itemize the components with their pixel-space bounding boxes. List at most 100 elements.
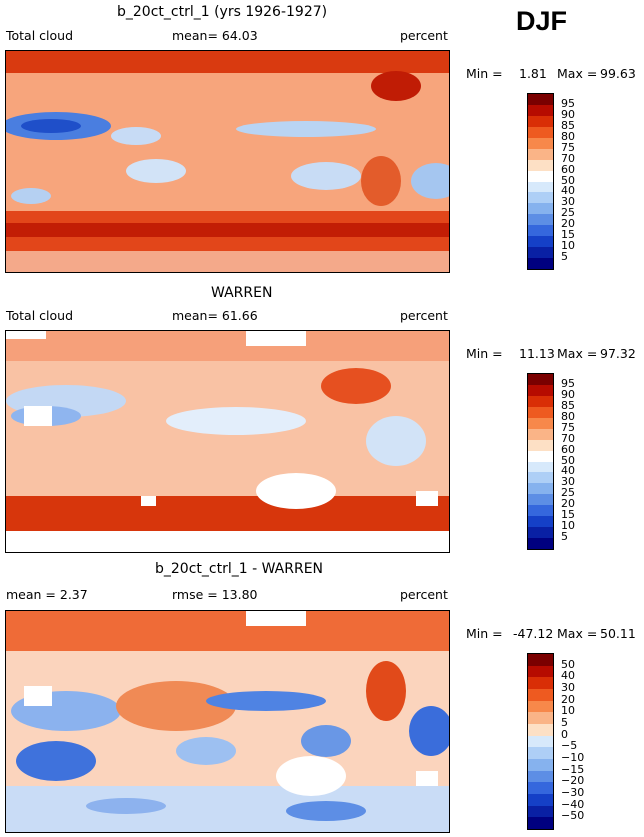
colorbar-tick-label: −40 (561, 797, 585, 811)
colorbar-tick-label: −15 (561, 762, 585, 776)
colorbar-tick-label: 0 (561, 727, 568, 741)
colorbar-tick-label: 75 (561, 420, 575, 434)
colorbar-segment (528, 782, 553, 794)
colorbar-segment (528, 258, 553, 269)
variable-label: Total cloud (6, 28, 74, 43)
colorbar-tick-label: 40 (561, 669, 575, 683)
difference-map (5, 610, 450, 833)
mean-label: mean= 61.66 (172, 308, 258, 323)
colorbar-tick-label: 20 (561, 497, 575, 511)
min-value: 11.13 (519, 346, 555, 361)
global-cloud-map (5, 50, 450, 273)
colorbar-segment (528, 805, 553, 818)
colorbar-segment (528, 203, 553, 215)
colorbar-tick-label: 15 (561, 228, 575, 242)
colorbar-segment (528, 735, 553, 748)
colorbar-segment (528, 170, 553, 182)
colorbar (527, 93, 554, 270)
colorbar-segment (528, 417, 553, 429)
panel-title: b_20ct_ctrl_1 (yrs 1926-1927) (117, 4, 328, 20)
colorbar-segment (528, 94, 553, 105)
colorbar-tick-label: −20 (561, 774, 585, 788)
colorbar-tick-label: −5 (561, 739, 578, 753)
colorbar-segment (528, 527, 553, 539)
units-label: percent (400, 308, 448, 323)
colorbar-segment (528, 483, 553, 495)
colorbar-tick-label: 40 (561, 184, 575, 198)
colorbar-segment (528, 148, 553, 160)
colorbar-tick-label: 10 (561, 519, 575, 533)
colorbar-tick-label: 85 (561, 398, 575, 412)
colorbar-tick-label: 50 (561, 453, 575, 467)
min-label: Min = (466, 626, 503, 641)
colorbar-segment (528, 236, 553, 248)
min-value: -47.12 (513, 626, 554, 641)
variable-label: Total cloud (6, 308, 74, 323)
max-value: 50.11 (600, 626, 636, 641)
colorbar-tick-label: 25 (561, 486, 575, 500)
colorbar-segment (528, 793, 553, 806)
colorbar-tick-label: −30 (561, 786, 585, 799)
mean-label: mean = 2.37 (6, 587, 88, 602)
units-label: percent (400, 587, 448, 602)
colorbar-tick-label: −50 (561, 809, 585, 823)
colorbar-tick-label: 30 (561, 195, 575, 209)
colorbar-tick-label: 70 (561, 431, 575, 445)
colorbar-segment (528, 516, 553, 528)
colorbar-tick-label: 30 (561, 475, 575, 489)
colorbar-tick-label: 40 (561, 464, 575, 478)
colorbar-segment (528, 665, 553, 678)
colorbar-segment (528, 126, 553, 138)
colorbar-segment (528, 214, 553, 226)
colorbar-segment (528, 700, 553, 713)
mean-label: mean= 64.03 (172, 28, 258, 43)
colorbar-segment (528, 159, 553, 171)
colorbar-tick-label: 60 (561, 442, 575, 456)
rmse-label: rmse = 13.80 (172, 587, 258, 602)
colorbar-tick-label: 95 (561, 96, 575, 110)
colorbar-segment (528, 747, 553, 759)
colorbar-tick-label: 75 (561, 140, 575, 154)
colorbar-tick-label: −10 (561, 751, 585, 764)
colorbar-tick-label: 5 (561, 530, 568, 544)
colorbar-tick-label: 5 (561, 250, 568, 264)
colorbar-segment (528, 374, 553, 385)
colorbar-segment (528, 817, 553, 829)
colorbar-tick-label: 60 (561, 162, 575, 176)
colorbar-tick-label: 80 (561, 409, 575, 423)
colorbar-tick-label: 80 (561, 129, 575, 143)
colorbar-tick-label: 15 (561, 508, 575, 522)
colorbar (527, 373, 554, 550)
colorbar-segment (528, 538, 553, 549)
colorbar-segment (528, 395, 553, 407)
colorbar-segment (528, 247, 553, 259)
map-field (6, 611, 449, 832)
max-value: 99.63 (600, 66, 636, 81)
colorbar-segment (528, 472, 553, 484)
global-cloud-map (5, 330, 450, 553)
colorbar-tick-label: 20 (561, 692, 575, 706)
colorbar-tick-label: 95 (561, 376, 575, 390)
colorbar-segment (528, 225, 553, 237)
panel-title: b_20ct_ctrl_1 - WARREN (155, 561, 324, 577)
colorbar-tick-label: 10 (561, 704, 575, 718)
colorbar-segment (528, 461, 553, 473)
colorbar-segment (528, 770, 553, 783)
colorbar-segment (528, 450, 553, 462)
colorbar-segment (528, 406, 553, 418)
min-value: 1.81 (519, 66, 547, 81)
max-value: 97.32 (600, 346, 636, 361)
colorbar-segment (528, 494, 553, 506)
colorbar-tick-label: 70 (561, 151, 575, 165)
panel-title: WARREN (211, 285, 273, 301)
colorbar (527, 653, 554, 830)
max-label: Max = (557, 66, 598, 81)
colorbar-tick-label: 20 (561, 217, 575, 231)
colorbar-segment (528, 654, 553, 666)
colorbar-segment (528, 758, 553, 771)
colorbar-segment (528, 439, 553, 451)
colorbar-tick-label: 5 (561, 716, 568, 729)
min-label: Min = (466, 66, 503, 81)
colorbar-segment (528, 723, 553, 736)
colorbar-segment (528, 104, 553, 116)
